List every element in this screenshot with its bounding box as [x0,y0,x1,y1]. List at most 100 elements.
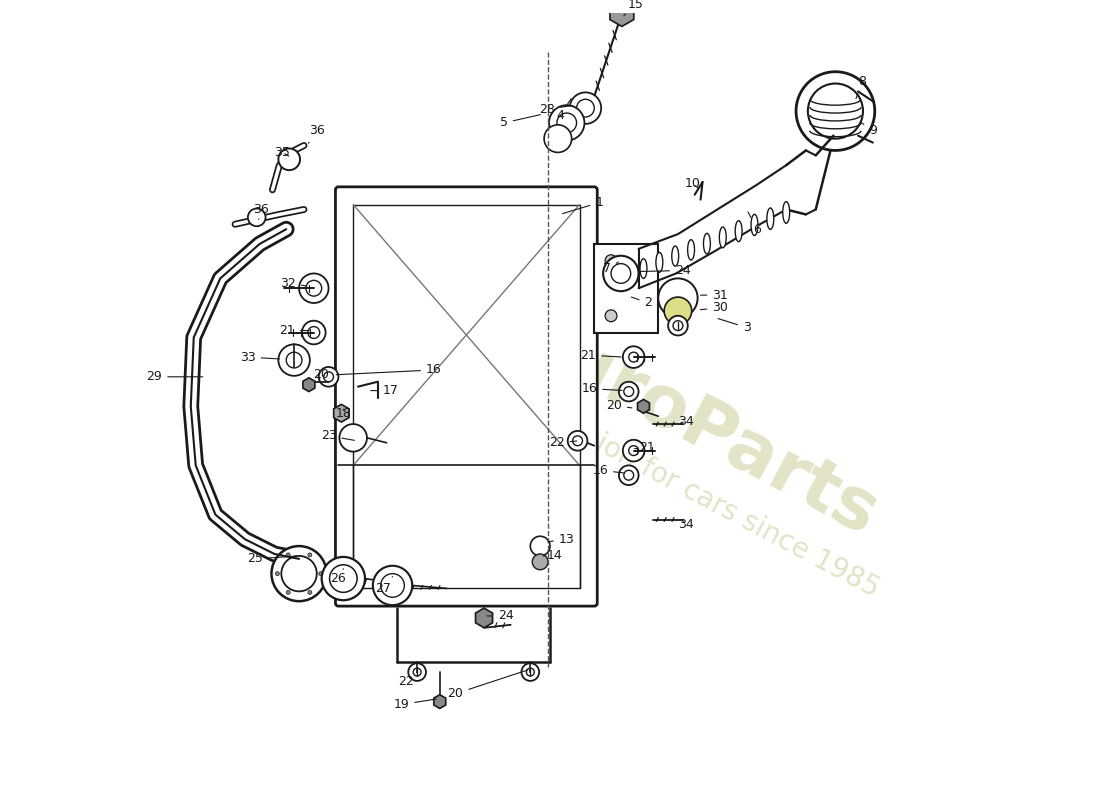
Circle shape [278,344,310,376]
Ellipse shape [640,258,647,278]
Bar [594,244,658,333]
Circle shape [623,346,645,368]
Circle shape [521,663,539,681]
Circle shape [796,72,874,150]
Text: 27: 27 [375,577,393,595]
Text: 34: 34 [678,518,694,531]
Text: 23: 23 [321,430,354,442]
Text: 16: 16 [582,382,621,395]
Circle shape [248,209,265,226]
Text: 29: 29 [146,370,202,383]
Circle shape [286,352,302,368]
Circle shape [299,274,329,303]
Circle shape [576,99,594,117]
Text: 33: 33 [240,350,279,364]
Circle shape [373,566,412,605]
Circle shape [603,256,639,291]
Circle shape [532,554,548,570]
Text: 20: 20 [448,670,528,700]
Circle shape [664,297,692,325]
Circle shape [568,431,587,450]
Text: 35: 35 [274,146,290,159]
Text: 7: 7 [603,262,618,275]
Circle shape [658,278,697,318]
Text: 28: 28 [539,102,573,116]
Circle shape [381,574,405,598]
Text: 30: 30 [701,302,728,314]
Circle shape [619,466,639,485]
Circle shape [308,590,311,594]
Circle shape [321,557,365,600]
Circle shape [605,310,617,322]
Text: euroParts: euroParts [505,302,890,550]
Text: 16: 16 [337,363,442,377]
Circle shape [306,280,321,296]
Text: 21: 21 [581,349,622,362]
Ellipse shape [719,227,726,248]
Polygon shape [433,694,446,709]
Text: 17: 17 [371,384,398,397]
Circle shape [308,553,311,557]
Circle shape [282,556,317,591]
Circle shape [624,470,634,480]
Circle shape [278,149,300,170]
Text: 36: 36 [253,203,268,219]
Ellipse shape [704,234,711,254]
Circle shape [549,105,584,141]
Polygon shape [302,378,315,391]
Circle shape [624,386,634,397]
Text: 14: 14 [543,550,563,562]
Polygon shape [638,399,649,414]
Ellipse shape [783,202,790,223]
Text: 10: 10 [685,178,701,190]
Ellipse shape [767,208,773,230]
Text: a passion for cars since 1985: a passion for cars since 1985 [512,387,883,602]
Ellipse shape [735,221,743,242]
Text: 22: 22 [549,436,576,450]
Ellipse shape [656,252,663,272]
Circle shape [527,668,535,676]
Circle shape [557,113,576,133]
Text: 22: 22 [398,672,417,688]
Polygon shape [333,404,349,422]
Circle shape [323,372,333,382]
Ellipse shape [672,246,679,266]
Bar [353,205,580,589]
Text: 16: 16 [592,464,624,477]
Circle shape [275,572,279,576]
Text: 20: 20 [606,399,631,412]
Circle shape [807,83,864,138]
Circle shape [408,663,426,681]
Circle shape [573,436,583,446]
Circle shape [319,572,322,576]
Circle shape [544,125,572,153]
Text: 25: 25 [246,552,296,566]
Circle shape [605,254,617,266]
Circle shape [272,546,327,601]
Ellipse shape [688,240,694,260]
Circle shape [623,440,645,462]
Text: 31: 31 [701,289,728,302]
Text: 24: 24 [487,610,514,622]
Text: 4: 4 [556,98,571,122]
Text: 15: 15 [624,0,644,16]
Circle shape [530,536,550,556]
Text: 2: 2 [631,297,652,310]
Circle shape [286,553,290,557]
Circle shape [286,590,290,594]
Circle shape [668,316,688,335]
Text: 32: 32 [280,277,306,290]
Text: 9: 9 [861,122,877,138]
Text: 19: 19 [394,698,436,711]
Polygon shape [475,608,493,628]
Ellipse shape [751,214,758,235]
Polygon shape [609,0,634,26]
Circle shape [330,565,358,592]
Text: 18: 18 [336,406,351,420]
Circle shape [414,668,421,676]
Circle shape [673,321,683,330]
FancyBboxPatch shape [336,187,597,606]
Text: 6: 6 [748,212,760,236]
Text: 1: 1 [562,196,603,214]
Circle shape [570,92,602,124]
